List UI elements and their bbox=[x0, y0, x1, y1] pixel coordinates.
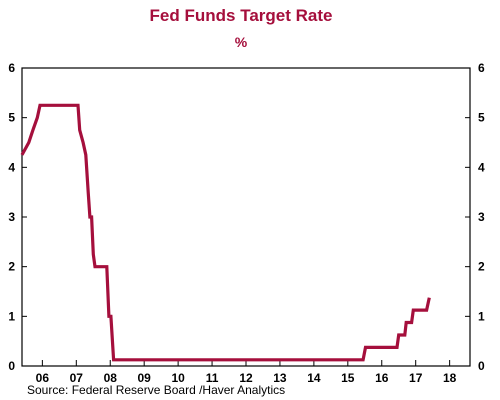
chart-source: Source: Federal Reserve Board /Haver Ana… bbox=[27, 383, 285, 397]
y-tick-label-right: 0 bbox=[478, 359, 485, 373]
x-tick-label: 09 bbox=[138, 371, 152, 385]
y-tick-label-right: 6 bbox=[478, 61, 485, 75]
y-tick-label-right: 4 bbox=[478, 160, 485, 174]
x-tick-label: 06 bbox=[36, 371, 50, 385]
y-tick-label-left: 3 bbox=[8, 210, 15, 224]
x-tick-label: 12 bbox=[239, 371, 253, 385]
x-tick-label: 15 bbox=[341, 371, 355, 385]
x-tick-label: 11 bbox=[206, 371, 219, 385]
y-axis-right: 0 1 2 3 4 5 6 bbox=[465, 61, 485, 373]
y-tick-label-right: 5 bbox=[478, 111, 485, 125]
y-tick-label-right: 1 bbox=[478, 309, 485, 323]
x-tick-label: 14 bbox=[307, 371, 321, 385]
y-tick-label-left: 6 bbox=[8, 61, 15, 75]
y-tick-label-right: 3 bbox=[478, 210, 485, 224]
y-axis-left: 0 1 2 3 4 5 6 bbox=[8, 61, 27, 373]
x-tick-label: 18 bbox=[443, 371, 457, 385]
x-axis: 06 07 08 09 10 11 12 13 14 15 16 17 18 bbox=[36, 360, 457, 385]
y-tick-label-left: 0 bbox=[8, 359, 15, 373]
chart-title: Fed Funds Target Rate bbox=[150, 6, 333, 25]
series-line bbox=[20, 103, 431, 362]
y-tick-label-left: 2 bbox=[8, 260, 15, 274]
x-tick-label: 10 bbox=[171, 371, 185, 385]
y-tick-label-left: 5 bbox=[8, 111, 15, 125]
x-tick-label: 17 bbox=[409, 371, 423, 385]
chart-subtitle: % bbox=[235, 34, 248, 50]
y-tick-label-left: 1 bbox=[8, 309, 15, 323]
x-tick-label: 13 bbox=[273, 371, 287, 385]
y-tick-label-right: 2 bbox=[478, 260, 485, 274]
x-tick-label: 07 bbox=[70, 371, 84, 385]
x-tick-label: 16 bbox=[375, 371, 389, 385]
x-tick-label: 08 bbox=[104, 371, 118, 385]
series-group bbox=[20, 103, 431, 362]
y-tick-label-left: 4 bbox=[8, 160, 15, 174]
